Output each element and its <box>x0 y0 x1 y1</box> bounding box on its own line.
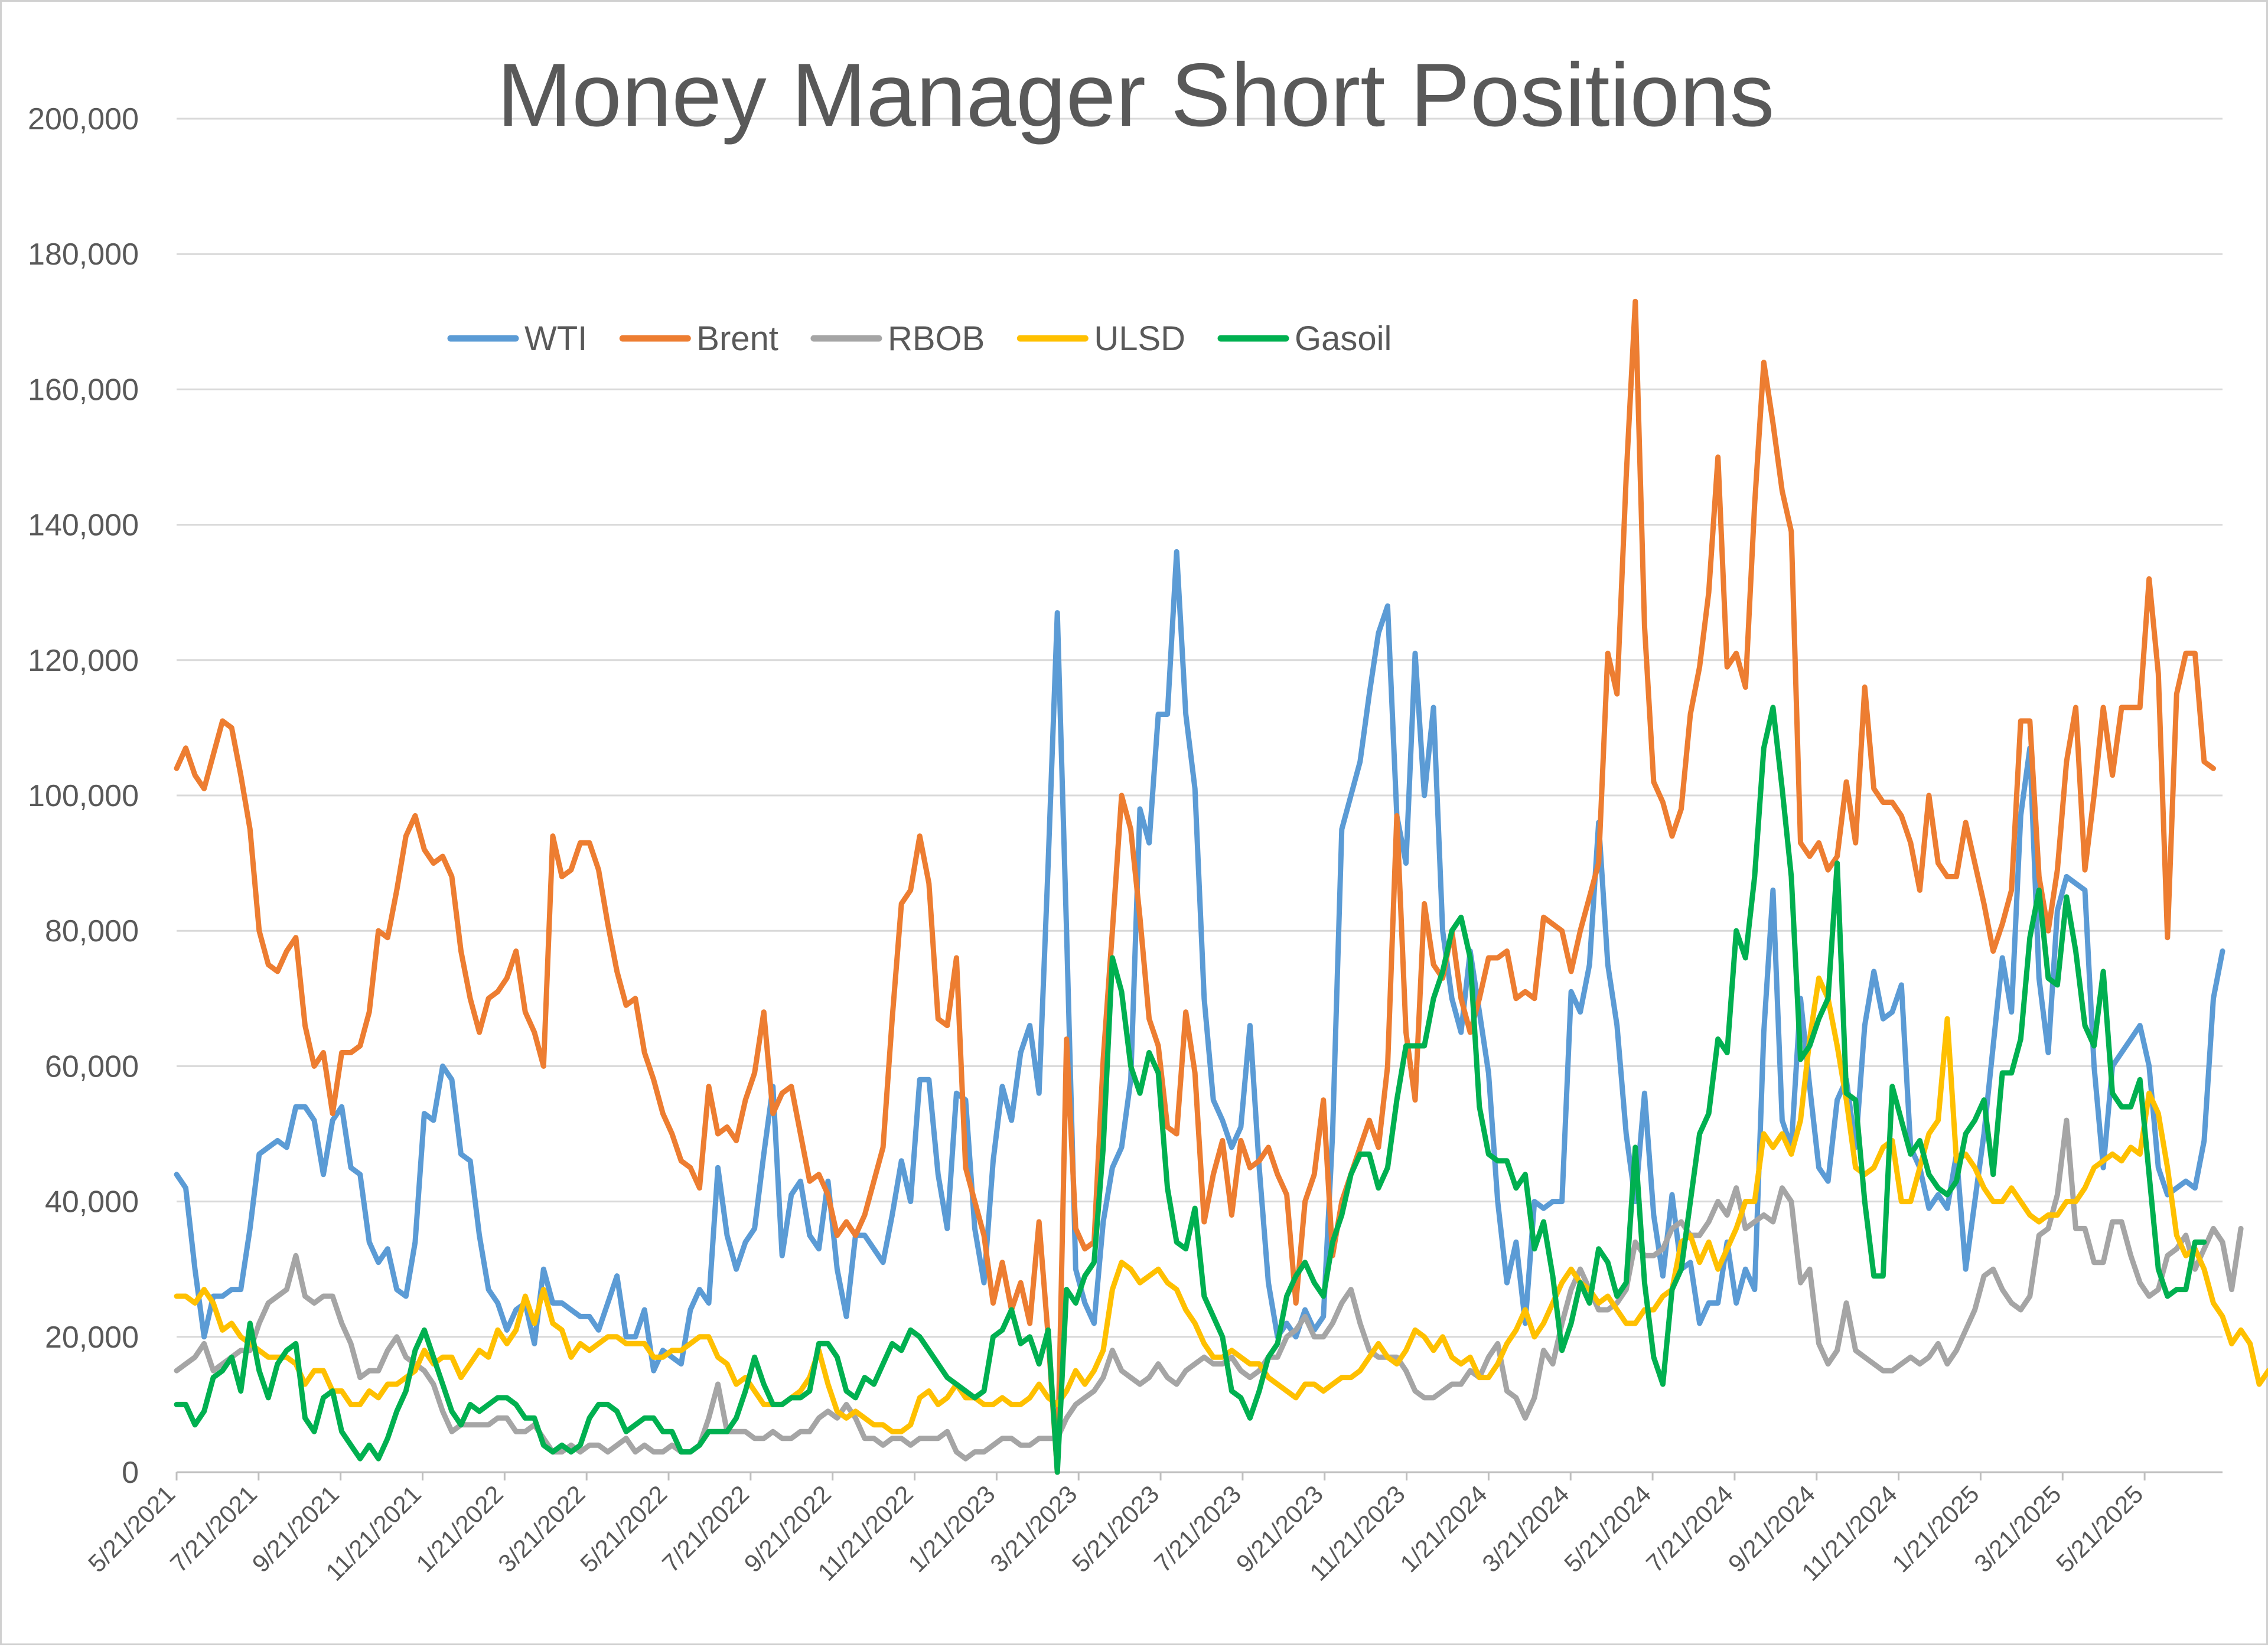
x-tick-label: 5/21/2022 <box>575 1480 672 1577</box>
y-tick-label: 180,000 <box>28 237 139 272</box>
legend-item-brent: Brent <box>619 319 778 358</box>
y-tick-label: 20,000 <box>45 1320 139 1355</box>
x-tick-label: 1/21/2024 <box>1394 1480 1492 1577</box>
y-tick-label: 40,000 <box>45 1185 139 1219</box>
y-tick-label: 120,000 <box>28 644 139 678</box>
x-tick-label: 3/21/2025 <box>1969 1480 2066 1577</box>
y-tick-label: 160,000 <box>28 373 139 407</box>
legend-item-ulsd: ULSD <box>1016 319 1185 358</box>
series-line-wti <box>174 549 2225 1374</box>
legend-item-rbob: RBOB <box>810 319 985 358</box>
gridlines <box>177 118 2223 1338</box>
x-tick-label: 7/21/2024 <box>1641 1480 1738 1577</box>
series-line-ulsd <box>174 975 2268 1434</box>
x-tick-label: 5/21/2025 <box>2051 1480 2148 1577</box>
x-tick-label: 7/21/2023 <box>1149 1480 1246 1577</box>
y-tick-label: 80,000 <box>45 914 139 948</box>
legend-label: ULSD <box>1094 319 1185 358</box>
series-line-rbob <box>174 1117 2244 1462</box>
chart-title: Money Manager Short Positions <box>497 45 1775 145</box>
y-tick-labels: 0 20,000 40,000 60,000 80,000 100,000 120,000 1… <box>28 102 139 1490</box>
y-tick-label: 0 <box>122 1456 139 1490</box>
x-tick-label: 5/21/2024 <box>1559 1480 1656 1577</box>
series-line-gasoil <box>174 705 2207 1475</box>
x-tick-label: 7/21/2022 <box>657 1480 754 1577</box>
series-lines <box>174 298 2268 1475</box>
legend: WTI Brent RBOB ULSD Gasoil <box>447 319 1392 358</box>
x-tick-label: 3/21/2024 <box>1477 1480 1574 1577</box>
x-tick-label: 3/21/2023 <box>985 1480 1082 1577</box>
legend-label: Brent <box>696 319 778 358</box>
legend-label: WTI <box>524 319 587 358</box>
y-tick-label: 100,000 <box>28 779 139 813</box>
y-tick-label: 140,000 <box>28 508 139 543</box>
legend-label: Gasoil <box>1295 319 1392 358</box>
y-tick-label: 200,000 <box>28 102 139 136</box>
series-line-brent <box>174 298 2216 1475</box>
x-tick-label: 7/21/2021 <box>165 1480 262 1577</box>
x-tick-label: 3/21/2022 <box>493 1480 590 1577</box>
x-tick-label: 1/21/2023 <box>902 1480 1000 1577</box>
x-tick-label: 5/21/2023 <box>1067 1480 1164 1577</box>
y-tick-label: 60,000 <box>45 1049 139 1084</box>
x-tick-label: 5/21/2021 <box>83 1480 180 1577</box>
legend-item-wti: WTI <box>447 319 587 358</box>
x-tick-label: 1/21/2025 <box>1886 1480 1984 1577</box>
legend-label: RBOB <box>888 319 985 358</box>
legend-item-gasoil: Gasoil <box>1217 319 1392 358</box>
x-tick-labels: 5/21/20217/21/20219/21/202111/21/20211/2… <box>83 1472 2148 1586</box>
x-tick-label: 1/21/2022 <box>410 1480 508 1577</box>
